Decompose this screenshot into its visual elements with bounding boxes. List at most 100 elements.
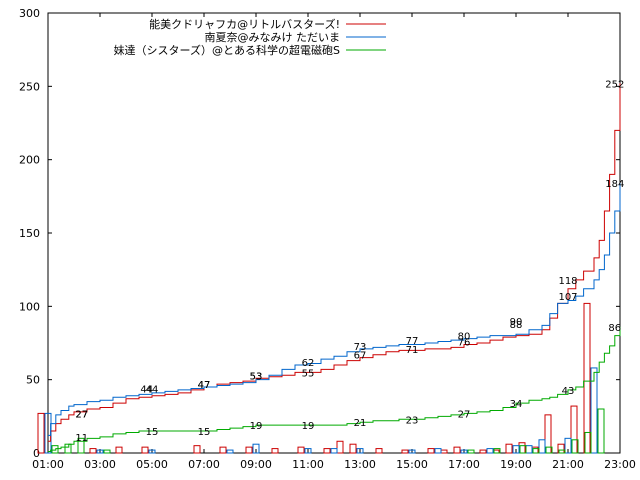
x-tick-label: 15:00 bbox=[396, 458, 428, 471]
hourly-bars bbox=[37, 302, 605, 454]
cumulative-lines bbox=[48, 83, 621, 453]
data-label: 118 bbox=[558, 276, 577, 287]
hourly-bar bbox=[89, 448, 97, 454]
data-label: 43 bbox=[562, 386, 575, 397]
data-label: 252 bbox=[605, 79, 624, 90]
data-label: 67 bbox=[354, 351, 367, 362]
x-tick-label: 07:00 bbox=[188, 458, 220, 471]
data-label: 184 bbox=[605, 179, 624, 190]
hourly-bar bbox=[479, 449, 487, 454]
data-label: 11 bbox=[75, 433, 88, 444]
hourly-bar bbox=[375, 448, 383, 454]
data-label: 27 bbox=[75, 409, 88, 420]
x-tick-label: 21:00 bbox=[552, 458, 584, 471]
hourly-bar bbox=[252, 443, 260, 454]
y-tick-label: 100 bbox=[19, 300, 40, 313]
hourly-bar bbox=[440, 449, 448, 454]
data-label: 88 bbox=[510, 320, 523, 331]
data-label: 47 bbox=[198, 380, 211, 391]
hourly-bar bbox=[401, 449, 409, 454]
data-label: 19 bbox=[250, 421, 263, 432]
hourly-bar bbox=[532, 448, 540, 454]
hourly-bar bbox=[545, 446, 553, 454]
hourly-bar bbox=[96, 449, 104, 454]
y-tick-label: 200 bbox=[19, 154, 40, 167]
x-tick-label: 01:00 bbox=[32, 458, 64, 471]
hourly-bar bbox=[323, 448, 331, 454]
data-label: 53 bbox=[250, 371, 263, 382]
data-label: 90 bbox=[510, 317, 523, 328]
legend-label: 妹達（シスターズ）@とある科学の超電磁砲S bbox=[114, 43, 340, 57]
legend-label: 南夏奈@みなみけ ただいま bbox=[205, 30, 341, 44]
y-tick-label: 150 bbox=[19, 227, 40, 240]
hourly-bar bbox=[271, 448, 279, 454]
hourly-bar bbox=[590, 367, 598, 454]
data-label: 107 bbox=[558, 292, 577, 303]
data-label: 80 bbox=[458, 332, 471, 343]
y-tick-label: 300 bbox=[19, 7, 40, 20]
cumulative-line bbox=[48, 183, 621, 436]
hourly-bar bbox=[193, 445, 201, 454]
cumulative-line bbox=[48, 326, 621, 453]
data-label: 27 bbox=[75, 409, 88, 420]
hourly-bar bbox=[434, 448, 442, 454]
hourly-bar bbox=[571, 439, 579, 454]
data-label: 34 bbox=[510, 399, 523, 410]
hourly-bar bbox=[538, 439, 546, 454]
data-label: 44 bbox=[140, 384, 153, 395]
x-tick-label: 19:00 bbox=[500, 458, 532, 471]
data-label: 76 bbox=[458, 338, 471, 349]
data-label: 62 bbox=[302, 358, 315, 369]
hourly-bar bbox=[583, 302, 591, 454]
hourly-bar bbox=[336, 440, 344, 454]
hourly-bar bbox=[37, 412, 45, 454]
hourly-bar bbox=[219, 446, 227, 454]
data-label: 73 bbox=[354, 342, 367, 353]
data-label: 53 bbox=[250, 371, 263, 382]
hourly-bar bbox=[115, 446, 123, 454]
legend-label: 能美クドリャフカ@リトルバスターズ! bbox=[149, 17, 340, 31]
x-tick-label: 17:00 bbox=[448, 458, 480, 471]
y-tick-label: 250 bbox=[19, 80, 40, 93]
hourly-bar bbox=[349, 443, 357, 454]
hourly-bar bbox=[564, 437, 572, 454]
hourly-bar bbox=[103, 449, 111, 454]
hourly-bar bbox=[467, 449, 475, 454]
hourly-bar bbox=[558, 449, 566, 454]
hourly-bar bbox=[525, 445, 533, 454]
plot-frame bbox=[47, 12, 621, 454]
data-label: 77 bbox=[406, 336, 419, 347]
x-tick-label: 11:00 bbox=[292, 458, 324, 471]
hourly-bar bbox=[584, 431, 592, 454]
hourly-bar bbox=[226, 449, 234, 454]
x-tick-label: 03:00 bbox=[84, 458, 116, 471]
hourly-bar bbox=[356, 448, 364, 454]
hourly-bar bbox=[330, 448, 338, 454]
x-tick-label: 05:00 bbox=[136, 458, 168, 471]
data-label: 21 bbox=[354, 418, 367, 429]
data-label: 47 bbox=[198, 380, 211, 391]
hourly-bar bbox=[486, 448, 494, 454]
y-tick-label: 50 bbox=[26, 374, 40, 387]
legend: 能美クドリャフカ@リトルバスターズ!南夏奈@みなみけ ただいま妹達（シスターズ）… bbox=[114, 17, 386, 57]
hourly-bar bbox=[304, 448, 312, 454]
data-label: 44 bbox=[146, 384, 159, 395]
hourly-bar bbox=[408, 449, 416, 454]
hourly-bar bbox=[148, 449, 156, 454]
x-tick-label: 09:00 bbox=[240, 458, 272, 471]
hourly-bar bbox=[51, 445, 59, 454]
data-label: 23 bbox=[406, 415, 419, 426]
data-label: 55 bbox=[302, 368, 315, 379]
data-label: 15 bbox=[146, 427, 159, 438]
hourly-bar bbox=[141, 446, 149, 454]
hourly-bar bbox=[427, 448, 435, 454]
data-label: 86 bbox=[608, 323, 621, 334]
hourly-bar bbox=[597, 408, 605, 454]
data-label: 15 bbox=[198, 427, 211, 438]
hourly-bar bbox=[77, 437, 85, 454]
hourly-bar bbox=[297, 446, 305, 454]
hourly-bar bbox=[505, 443, 513, 454]
hourly-bar bbox=[245, 446, 253, 454]
